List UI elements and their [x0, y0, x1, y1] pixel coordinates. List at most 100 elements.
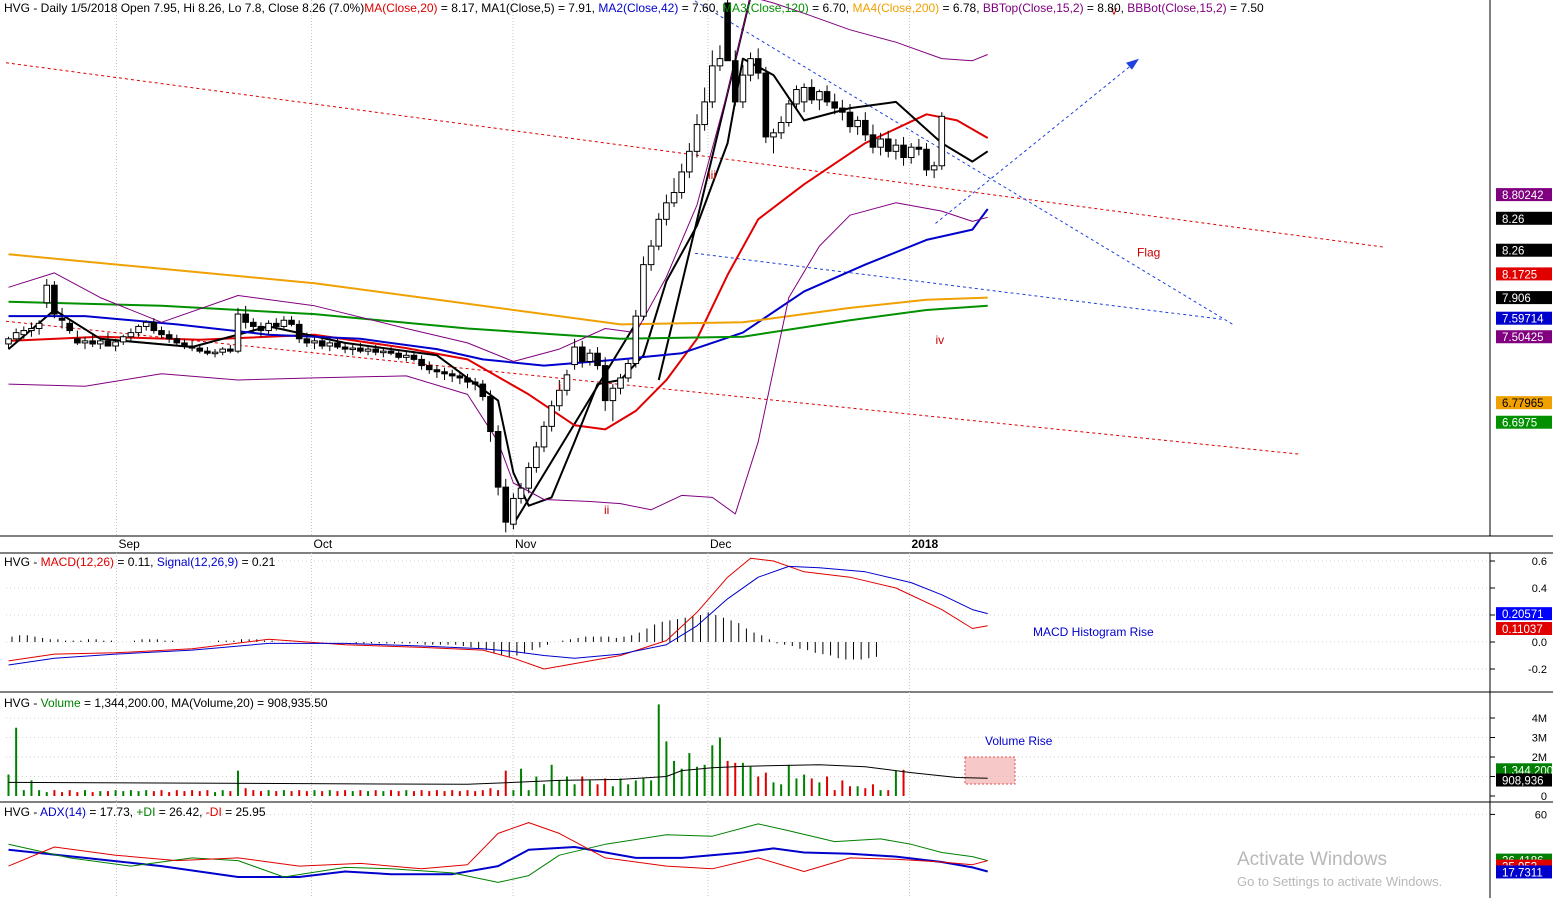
- candle-body: [525, 467, 533, 489]
- wave-impulse-line: [512, 322, 637, 525]
- legend-item: = 7.50: [1227, 1, 1264, 15]
- candle-body: [770, 132, 777, 138]
- lower-channel-line: [5, 320, 1300, 455]
- candle-body: [211, 351, 219, 355]
- candle: [265, 320, 272, 335]
- candle-body: [800, 86, 808, 103]
- value-label-text: 8.1725: [1502, 269, 1537, 281]
- candle-body: [938, 115, 946, 167]
- volume-panel[interactable]: HVG - Volume = 1,344,200.00, MA(Volume,2…: [0, 692, 1553, 803]
- candle-body: [632, 315, 640, 365]
- macd-tick-label: -0.2: [1528, 664, 1547, 676]
- price-value-label: 6.77965: [1496, 396, 1552, 410]
- adx-series-line: [8, 846, 988, 878]
- candle-body: [877, 138, 884, 148]
- volume-legend: HVG - Volume = 1,344,200.00, MA(Volume,2…: [4, 696, 328, 710]
- value-label-text: 6.6975: [1502, 418, 1537, 430]
- adx-legend: HVG - ADX(14) = 17.73, +DI = 26.42, -DI …: [4, 805, 266, 819]
- activate-windows-subtitle: Go to Settings to activate Windows.: [1237, 874, 1442, 889]
- price-value-labels: 8.80242 8.26 8.26 8.1725 7.906 7.59714 7.50425…: [1496, 188, 1552, 430]
- candle: [777, 116, 785, 139]
- candle-body: [5, 338, 12, 345]
- candle: [387, 347, 395, 356]
- candle-body: [150, 321, 158, 332]
- candle: [479, 380, 487, 401]
- candle: [74, 330, 81, 345]
- value-label-text: 908,936: [1502, 776, 1544, 788]
- candle-body: [739, 74, 747, 103]
- candle: [12, 328, 20, 343]
- candle-body: [594, 352, 601, 367]
- value-label-box: [1496, 415, 1552, 429]
- candle: [456, 371, 464, 385]
- macd-value-labels: 0.20571 0.11037: [1496, 607, 1552, 636]
- date-axis-label: Nov: [515, 537, 536, 551]
- candle-body: [487, 395, 494, 433]
- candle-body: [119, 336, 127, 343]
- activate-windows-title: Activate Windows: [1237, 849, 1387, 870]
- volume-rise-annotation: Volume Rise: [985, 734, 1053, 748]
- candle-body: [181, 342, 188, 347]
- candle-body: [464, 377, 471, 383]
- series-bbbot-close-15-2-: [8, 202, 988, 515]
- candle: [846, 103, 854, 133]
- candle-body: [403, 354, 410, 358]
- candle-body: [839, 107, 846, 113]
- value-label-box: [1496, 330, 1552, 344]
- adx-series-line: [8, 822, 988, 872]
- price-grid: [0, 0, 1553, 537]
- candle-body: [142, 321, 150, 327]
- candle-body: [494, 431, 502, 488]
- candle-body: [112, 341, 119, 347]
- candle: [533, 441, 540, 473]
- candle: [372, 344, 379, 356]
- candle-body: [280, 319, 288, 327]
- value-label-text: 0.20571: [1502, 609, 1544, 621]
- candle-body: [915, 146, 923, 150]
- candle: [693, 114, 701, 158]
- adx-value-labels: 26.418625.95317.7311: [1496, 853, 1552, 879]
- candle: [334, 338, 341, 350]
- candle: [724, 0, 731, 62]
- value-label-text: 8.26: [1502, 214, 1524, 226]
- value-label-box: [1496, 267, 1552, 281]
- annotation-label: ii: [604, 503, 609, 517]
- candle: [51, 281, 58, 319]
- candle-body: [196, 347, 204, 352]
- candle-body: [663, 202, 670, 220]
- candle: [571, 338, 578, 370]
- candle: [770, 128, 777, 154]
- candle: [341, 342, 349, 354]
- legend-item: = 0.11,: [114, 555, 157, 569]
- candle-body: [242, 313, 249, 323]
- candle-body: [624, 363, 632, 379]
- value-label-box: [1496, 396, 1552, 410]
- candle-body: [311, 340, 318, 344]
- candle: [395, 349, 402, 360]
- date-axis: Sep Oct Nov Dec 2018: [0, 537, 1553, 554]
- candle: [785, 99, 793, 127]
- candle: [877, 132, 884, 156]
- legend-item: = 8.80,: [1084, 1, 1128, 15]
- candle: [747, 52, 754, 82]
- candle-body: [441, 371, 448, 375]
- candle-body: [341, 346, 349, 350]
- candle-body: [709, 65, 716, 103]
- candle: [81, 336, 89, 350]
- candle: [211, 349, 219, 358]
- candle: [540, 421, 548, 453]
- candle: [242, 305, 249, 329]
- candle-body: [479, 383, 487, 397]
- candle: [930, 161, 938, 179]
- price-value-label: 7.50425: [1496, 330, 1552, 344]
- adx-panel[interactable]: HVG - ADX(14) = 17.73, +DI = 26.42, -DI …: [4, 802, 1552, 898]
- annotation-label: v: [1111, 3, 1117, 17]
- candle-body: [862, 119, 869, 136]
- macd-panel[interactable]: HVG - MACD(12,26) = 0.11, Signal(12,26,9…: [0, 553, 1553, 693]
- value-label-text: 0.11037: [1502, 624, 1543, 636]
- candle-body: [250, 321, 257, 327]
- adx-tick-label: 60: [1535, 809, 1547, 821]
